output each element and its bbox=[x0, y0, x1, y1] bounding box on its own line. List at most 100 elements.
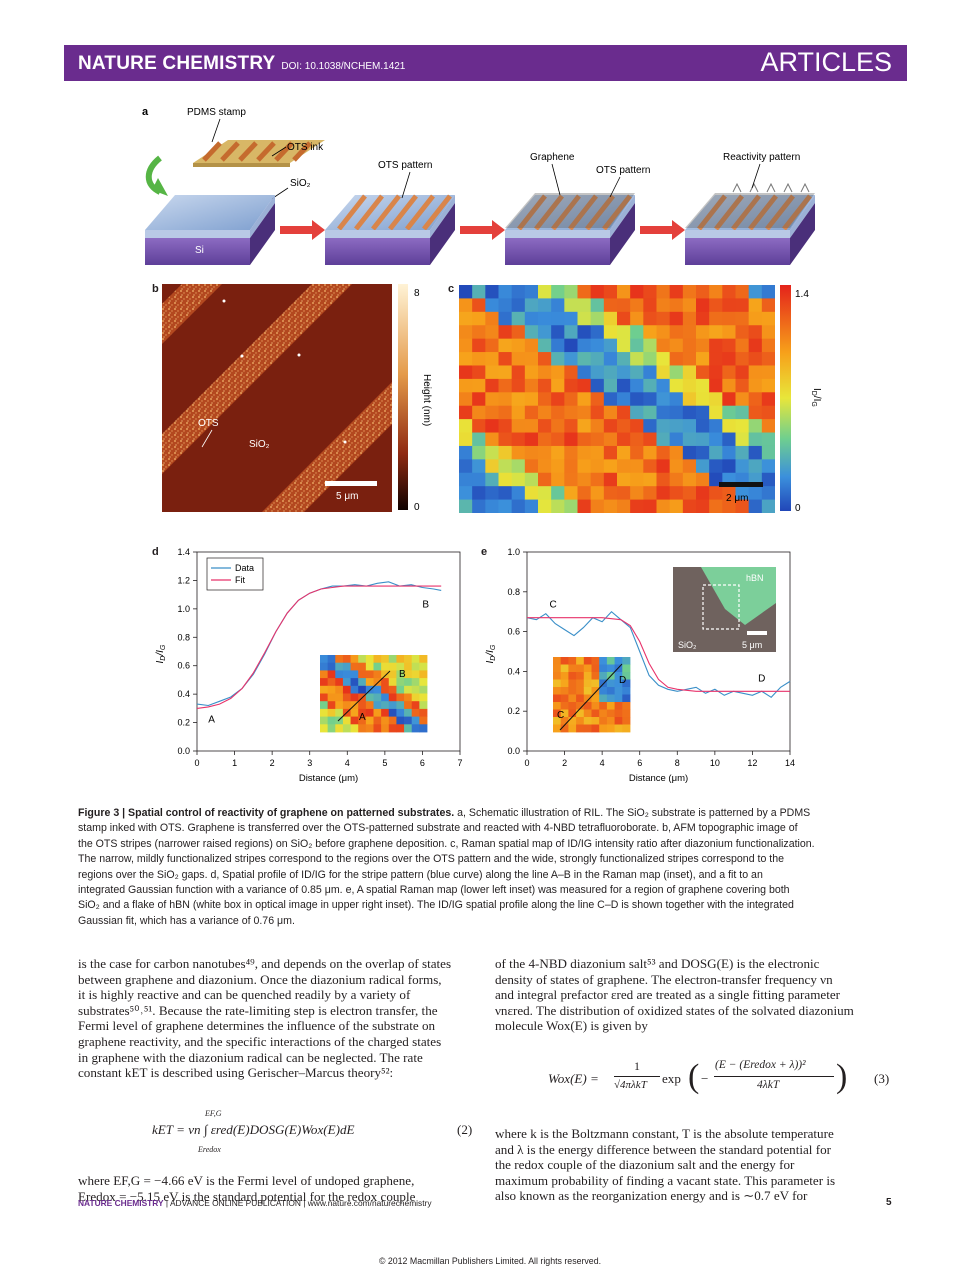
inset-cell bbox=[320, 662, 329, 671]
raman-map-cell bbox=[669, 445, 684, 460]
inset-cell bbox=[622, 657, 631, 665]
inset-cell bbox=[358, 716, 367, 725]
raman-map-cell bbox=[524, 298, 539, 313]
chart-d: 0 1 2 3 4 5 6 7 0.0 0.2 0.4 0.6 0.8 1.0 1.2 1.4 Distance… bbox=[155, 547, 463, 784]
raman-map-cell bbox=[524, 419, 539, 434]
equation-3-close-paren: ) bbox=[836, 1058, 848, 1095]
raman-map-cell bbox=[538, 311, 552, 326]
legend-label: Fit bbox=[235, 575, 245, 585]
body-right-after-line: where k is the Boltzmann constant, T is … bbox=[495, 1126, 834, 1141]
raman-map-cell bbox=[748, 338, 763, 353]
raman-map-cell bbox=[590, 405, 605, 420]
inset-cell bbox=[560, 657, 569, 665]
inset-cell bbox=[388, 693, 397, 702]
raman-map-cell bbox=[682, 499, 697, 513]
equation-3-number: (3) bbox=[874, 1071, 890, 1086]
inset-cell bbox=[419, 685, 428, 694]
raman-map-cell bbox=[617, 499, 631, 513]
raman-map-cell bbox=[524, 486, 539, 501]
inset-cell bbox=[553, 717, 562, 725]
raman-map-cell bbox=[498, 419, 513, 434]
raman-map-cell bbox=[748, 432, 763, 447]
raman-map-cell bbox=[472, 338, 486, 353]
legend-label: Data bbox=[235, 563, 254, 573]
raman-map-cell bbox=[472, 459, 486, 474]
inset-cell bbox=[419, 693, 428, 702]
raman-map-cell bbox=[459, 405, 473, 420]
inset-cell bbox=[373, 655, 382, 664]
inset-cell bbox=[583, 724, 592, 733]
raman-map-cell bbox=[630, 338, 644, 353]
raman-map-cell bbox=[761, 311, 775, 326]
inset-cell bbox=[396, 701, 405, 710]
inset-cell bbox=[568, 664, 577, 673]
raman-map-cell bbox=[722, 459, 736, 474]
body-left-after: where EF,G = −4.66 eV is the Fermi level… bbox=[78, 1173, 476, 1204]
raman-map-cell bbox=[511, 378, 526, 393]
raman-map-cell bbox=[735, 285, 750, 299]
footer-text: | ADVANCE ONLINE PUBLICATION | www.natur… bbox=[163, 1198, 432, 1208]
inset-cell bbox=[622, 717, 631, 725]
raman-map-cell bbox=[551, 472, 565, 487]
inset-cell bbox=[576, 687, 585, 695]
body-left-line: graphene reactivity, and the specific in… bbox=[78, 1033, 442, 1049]
raman-map-cell bbox=[524, 432, 539, 447]
caption-line-1: a, Schematic illustration of RIL. The Si… bbox=[457, 807, 811, 819]
inset-cell bbox=[388, 701, 397, 710]
raman-map-cell bbox=[551, 285, 565, 299]
body-left-line: Fermi level of graphene determines the i… bbox=[78, 1018, 436, 1034]
body-left-after-line: where EF,G = −4.66 eV is the Fermi level… bbox=[78, 1173, 415, 1188]
x-tick-label: 0 bbox=[194, 758, 199, 768]
raman-map-cell bbox=[577, 352, 592, 366]
raman-map-cell bbox=[656, 419, 671, 434]
caption-line-2: stamp inked with OTS. Graphene is transf… bbox=[78, 822, 798, 835]
inset-cell bbox=[606, 724, 615, 733]
raman-map-cell bbox=[696, 311, 710, 326]
si-label: Si bbox=[195, 245, 204, 256]
inset-cell bbox=[327, 693, 336, 702]
inset-cell bbox=[335, 724, 344, 733]
inset-cell bbox=[606, 664, 615, 673]
body-left-line: between graphene and diazonium. Once the… bbox=[78, 971, 442, 987]
raman-map-cell bbox=[590, 298, 605, 313]
raman-map-cell bbox=[459, 285, 473, 299]
raman-map-cell bbox=[524, 499, 539, 513]
raman-map-cell bbox=[722, 365, 736, 380]
raman-map-cell bbox=[669, 472, 684, 487]
raman-map-cell bbox=[643, 365, 657, 380]
raman-map-cell bbox=[577, 432, 592, 447]
inset-cell bbox=[320, 701, 329, 710]
process-arrow-1 bbox=[280, 220, 325, 240]
raman-map-cell bbox=[761, 378, 775, 393]
raman-map-cell bbox=[630, 285, 644, 299]
inset-cell bbox=[365, 693, 374, 702]
inset-cell bbox=[335, 701, 344, 710]
inset-cell bbox=[614, 687, 623, 695]
raman-map-cell bbox=[459, 486, 473, 501]
raman-map-cell bbox=[696, 338, 710, 353]
inset-cell bbox=[568, 679, 577, 688]
inset-cell bbox=[591, 664, 600, 673]
raman-map-cell bbox=[538, 352, 552, 366]
raman-map-cell bbox=[696, 486, 710, 501]
equation-2-upper-limit: EF,G bbox=[205, 1109, 222, 1118]
inset-cell bbox=[365, 670, 374, 679]
inset-cell bbox=[568, 717, 577, 725]
raman-map-cell bbox=[709, 392, 723, 407]
inset-cell bbox=[599, 657, 608, 665]
inset-cell bbox=[560, 717, 569, 725]
inset-cell bbox=[358, 678, 367, 687]
optical-label: 5 μm bbox=[742, 640, 762, 650]
raman-map-cell bbox=[709, 405, 723, 420]
raman-map-cell bbox=[485, 405, 499, 420]
x-tick-label: 2 bbox=[562, 758, 567, 768]
raman-map-cell bbox=[643, 378, 657, 393]
inset-cell bbox=[599, 709, 608, 718]
x-tick-label: 12 bbox=[747, 758, 757, 768]
raman-map-cell bbox=[761, 419, 775, 434]
raman-map-cell bbox=[603, 311, 618, 326]
caption-lead: Figure 3 | Spatial control of reactivity… bbox=[78, 807, 455, 819]
raman-colorbar-max: 1.4 bbox=[795, 289, 809, 300]
raman-map-cell bbox=[722, 285, 736, 299]
raman-map-cell bbox=[630, 378, 644, 393]
